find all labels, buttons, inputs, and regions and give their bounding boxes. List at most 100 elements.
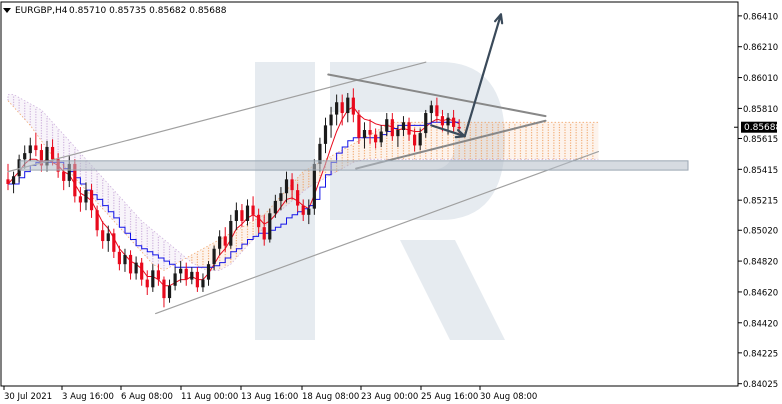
cloud-dot xyxy=(475,134,477,136)
cloud-dot xyxy=(503,129,505,131)
cloud-dot xyxy=(152,250,154,252)
chevron-down-icon[interactable] xyxy=(3,8,11,13)
cloud-fill xyxy=(587,122,593,160)
candle-body xyxy=(413,134,417,146)
cloud-dot xyxy=(102,182,104,184)
cloud-dot xyxy=(146,243,148,245)
cloud-fill xyxy=(130,208,137,246)
cloud-dot xyxy=(24,107,26,110)
cloud-dot xyxy=(102,179,104,182)
candle-body xyxy=(73,163,77,197)
candle-body xyxy=(84,190,88,203)
cloud-dot xyxy=(441,158,444,160)
cloud-dot xyxy=(302,181,304,183)
cloud-dot xyxy=(475,155,477,157)
cloud-dot xyxy=(308,180,310,183)
cloud-dot xyxy=(530,137,533,139)
cloud-dot xyxy=(235,245,237,247)
cloud-dot xyxy=(352,156,354,158)
cloud-dot xyxy=(497,137,499,139)
cloud-dot xyxy=(491,126,494,129)
cloud-dot xyxy=(90,175,93,177)
cloud-dot xyxy=(497,142,499,144)
cloud-dot xyxy=(113,199,115,202)
candle-body xyxy=(374,134,378,143)
cloud-dot xyxy=(46,136,48,138)
cloud-dot xyxy=(168,256,171,258)
cloud-dot xyxy=(40,132,43,134)
cloud-dot xyxy=(592,124,594,126)
cloud-dot xyxy=(202,261,204,263)
cloud-fill xyxy=(581,122,588,160)
cloud-dot xyxy=(152,247,154,250)
cloud-dot xyxy=(386,137,388,139)
cloud-dot xyxy=(51,132,54,134)
cloud-dot xyxy=(436,158,438,160)
cloud-dot xyxy=(447,155,449,157)
cloud-dot xyxy=(369,147,371,149)
cloud-dot xyxy=(542,139,544,142)
cloud-dot xyxy=(124,214,126,217)
cloud-dot xyxy=(430,126,432,129)
y-tick-label: 0.84620 xyxy=(743,288,778,298)
cloud-dot xyxy=(180,257,182,260)
cloud-dot xyxy=(386,150,388,152)
cloud-fill xyxy=(503,122,510,160)
cloud-dot xyxy=(85,179,87,181)
cloud-dot xyxy=(475,142,477,144)
cloud-dot xyxy=(458,155,460,157)
cloud-dot xyxy=(63,149,65,151)
cloud-dot xyxy=(491,150,494,152)
cloud-dot xyxy=(497,139,499,142)
cloud-dot xyxy=(12,96,15,98)
candle-body xyxy=(396,130,400,137)
cloud-dot xyxy=(18,102,20,104)
cloud-dot xyxy=(341,157,343,159)
cloud-dot xyxy=(347,154,349,156)
cloud-dot xyxy=(469,152,471,155)
cloud-dot xyxy=(146,240,148,242)
cloud-dot xyxy=(514,139,516,142)
cloud-dot xyxy=(592,132,594,134)
y-tick-label: 0.85215 xyxy=(743,197,778,207)
candle-body xyxy=(23,153,27,160)
cloud-dot xyxy=(497,155,499,157)
cloud-dot xyxy=(207,247,210,249)
cloud-dot xyxy=(124,209,126,211)
cloud-dot xyxy=(441,150,444,152)
cloud-dot xyxy=(586,137,588,139)
cloud-dot xyxy=(558,139,561,142)
cloud-dot xyxy=(558,129,561,131)
cloud-dot xyxy=(18,99,20,101)
candle-body xyxy=(229,220,233,246)
cloud-dot xyxy=(63,141,65,144)
cloud-dot xyxy=(592,142,594,144)
cloud-dot xyxy=(519,129,522,131)
cloud-dot xyxy=(430,132,432,134)
cloud-fill xyxy=(180,253,187,262)
x-tick-label: 6 Aug 08:00 xyxy=(121,392,173,402)
cloud-dot xyxy=(453,158,455,160)
cloud-dot xyxy=(569,150,572,152)
cloud-dot xyxy=(235,237,237,239)
cloud-dot xyxy=(581,147,583,149)
candle-body xyxy=(117,251,121,265)
cloud-dot xyxy=(469,124,471,126)
cloud-dot xyxy=(118,206,120,208)
candle-body xyxy=(223,236,227,246)
cloud-dot xyxy=(436,152,438,155)
cloud-dot xyxy=(586,152,588,155)
cloud-dot xyxy=(40,117,43,119)
cloud-dot xyxy=(542,147,544,149)
cloud-dot xyxy=(519,150,522,152)
cloud-dot xyxy=(135,232,137,234)
candle-body xyxy=(457,126,461,129)
cloud-dot xyxy=(508,132,510,134)
cloud-dot xyxy=(74,156,76,158)
cloud-dot xyxy=(168,259,171,261)
cloud-dot xyxy=(113,205,115,207)
x-tick-label: 18 Aug 08:00 xyxy=(302,392,359,402)
cloud-dot xyxy=(146,256,148,258)
cloud-dot xyxy=(146,245,148,248)
cloud-dot xyxy=(29,105,31,107)
